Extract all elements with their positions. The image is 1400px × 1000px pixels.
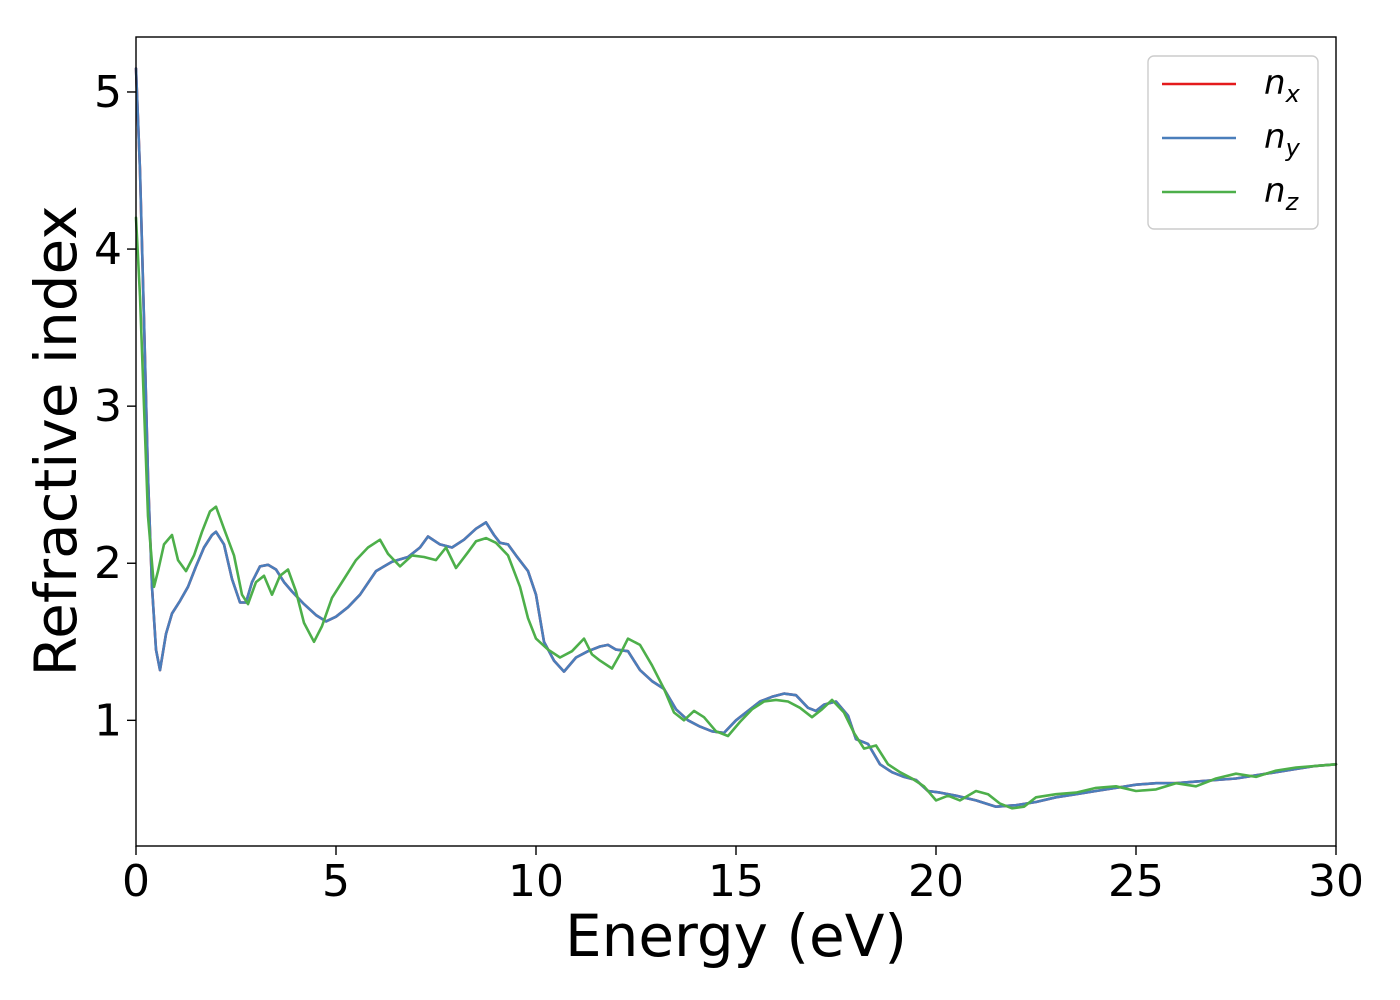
y-tick-label: 4	[94, 224, 122, 275]
x-tick-label: 30	[1308, 856, 1364, 907]
legend-box	[1147, 55, 1319, 230]
legend-label-x: nx	[1264, 63, 1301, 108]
legend: nx ny nz	[1147, 55, 1319, 230]
legend-label-y: ny	[1264, 117, 1301, 162]
y-tick-label: 3	[94, 381, 122, 432]
x-tick-label: 15	[708, 856, 764, 907]
y-tick-label: 2	[94, 538, 122, 589]
legend-label-z: nz	[1264, 171, 1300, 216]
x-tick-label: 0	[122, 856, 150, 907]
y-axis-label: Refractive index	[22, 205, 90, 676]
x-tick-label: 5	[322, 856, 350, 907]
plot-series-group	[134, 67, 1338, 810]
x-axis-ticks: 0 5 10 15 20 25 30	[122, 846, 1364, 907]
x-tick-label: 20	[908, 856, 964, 907]
y-axis-ticks: 1 2 3 4 5	[94, 67, 136, 746]
y-tick-label: 1	[94, 695, 122, 746]
y-tick-label: 5	[94, 67, 122, 118]
x-tick-label: 25	[1108, 856, 1164, 907]
x-axis-label: Energy (eV)	[565, 902, 907, 970]
x-tick-label: 10	[508, 856, 564, 907]
series-line-y	[134, 67, 1338, 809]
series-line-z	[134, 216, 1338, 810]
